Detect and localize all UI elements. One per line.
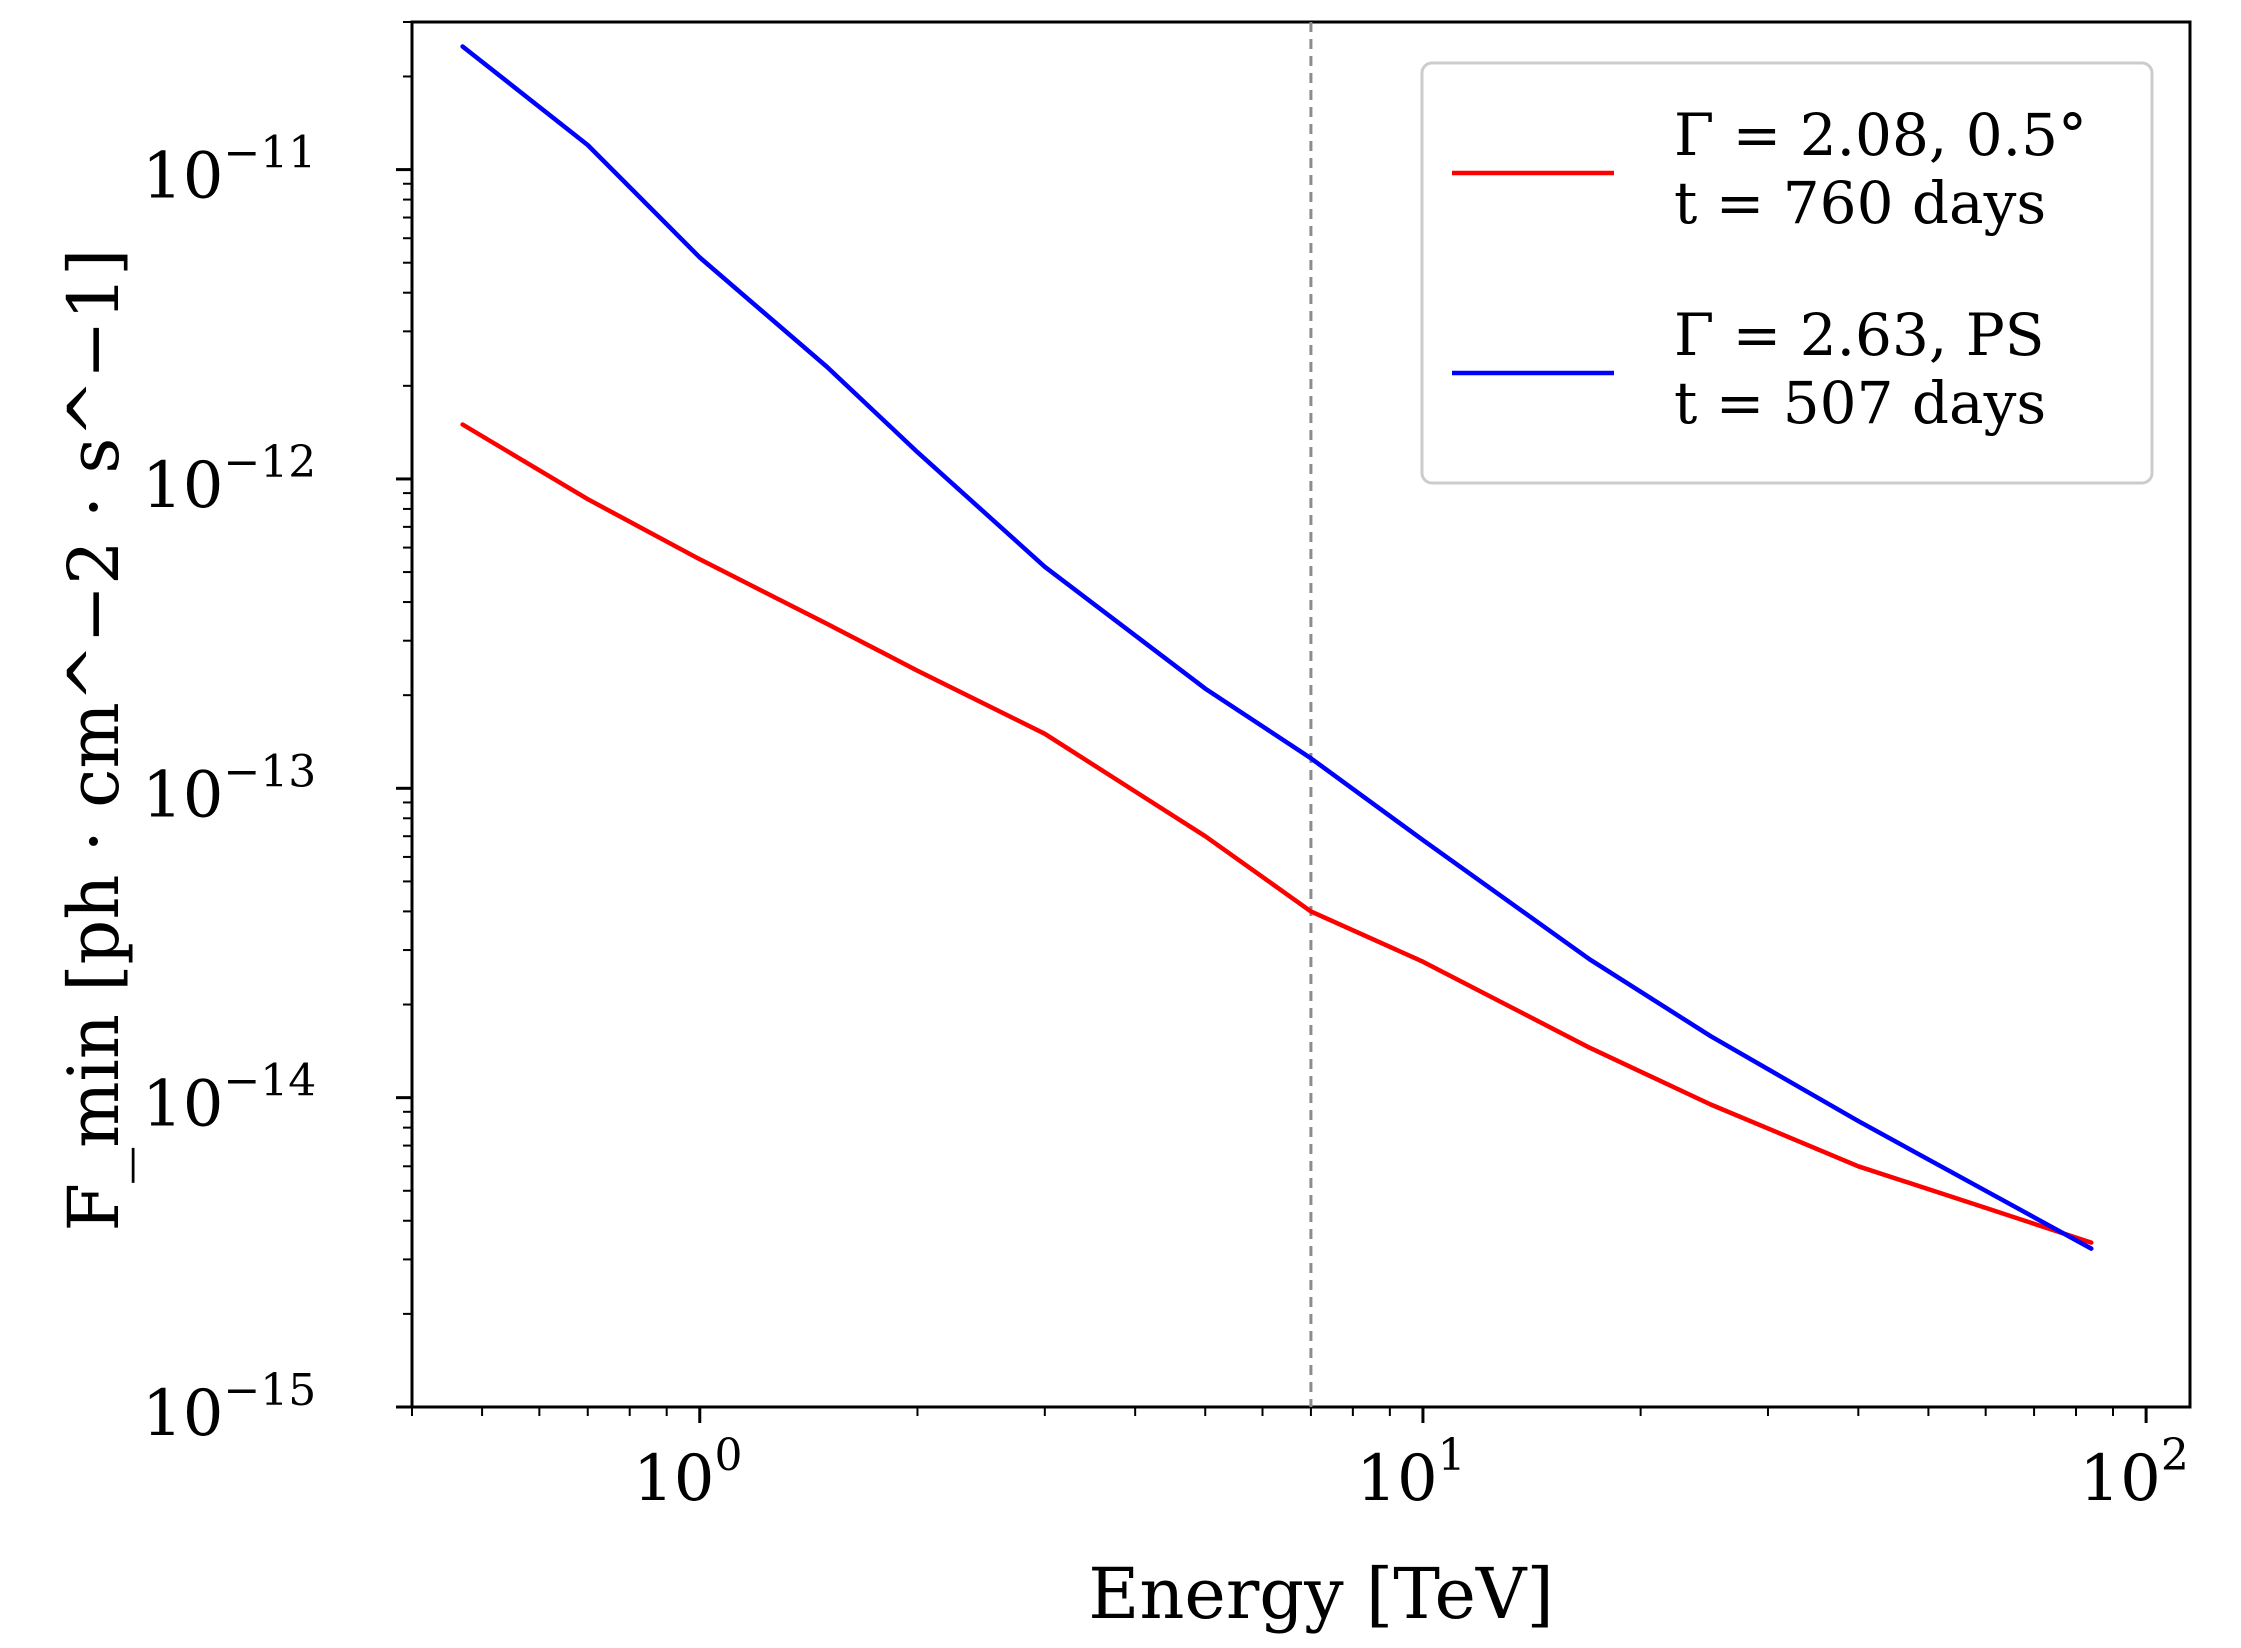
y-tick-exponent: −12 — [223, 437, 316, 488]
y-axis-label: F_min [ph · cm^−2 · s^−1] — [53, 249, 135, 1232]
y-tick-label: 10−11 — [142, 128, 316, 214]
legend-label-line1: Γ = 2.63, PS — [1674, 301, 2045, 369]
y-tick-base: 10 — [142, 1377, 223, 1451]
x-axis-label: Energy [TeV] — [1088, 1553, 1554, 1635]
y-tick-exponent: −13 — [223, 746, 316, 797]
x-tick-label: 100 — [633, 1430, 742, 1516]
x-tick-label: 101 — [1356, 1430, 1465, 1516]
legend: Γ = 2.08, 0.5°t = 760 days Γ = 2.63, PSt … — [1422, 63, 2152, 483]
y-tick-exponent: −14 — [223, 1056, 316, 1107]
x-tick-base: 10 — [633, 1442, 714, 1516]
y-tick-label: 10−15 — [142, 1365, 316, 1451]
x-tick-exponent: 2 — [2161, 1430, 2189, 1481]
y-tick-label: 10−12 — [142, 437, 316, 523]
legend-label-line1: Γ = 2.08, 0.5° — [1674, 101, 2087, 169]
x-tick-label: 102 — [2079, 1430, 2188, 1516]
x-tick-base: 10 — [1356, 1442, 1437, 1516]
y-tick-base: 10 — [142, 1068, 223, 1142]
x-tick-base: 10 — [2079, 1442, 2160, 1516]
y-tick-exponent: −11 — [223, 128, 316, 179]
legend-label-line2: t = 507 days — [1674, 369, 2046, 437]
y-axis-label-text: F_min [ph · cm^−2 · s^−1] — [53, 249, 135, 1232]
x-tick-exponent: 1 — [1438, 1430, 1466, 1481]
y-tick-label: 10−13 — [142, 746, 316, 832]
chart: 100 101 10210−1510−1410−1310−1210−11 Energ… — [0, 0, 2241, 1648]
y-tick-label: 10−14 — [142, 1056, 316, 1142]
x-tick-exponent: 0 — [714, 1430, 742, 1481]
y-tick-base: 10 — [142, 140, 223, 214]
y-tick-exponent: −15 — [223, 1365, 316, 1416]
legend-label-line2: t = 760 days — [1674, 169, 2046, 237]
y-tick-base: 10 — [142, 449, 223, 523]
y-tick-base: 10 — [142, 758, 223, 832]
